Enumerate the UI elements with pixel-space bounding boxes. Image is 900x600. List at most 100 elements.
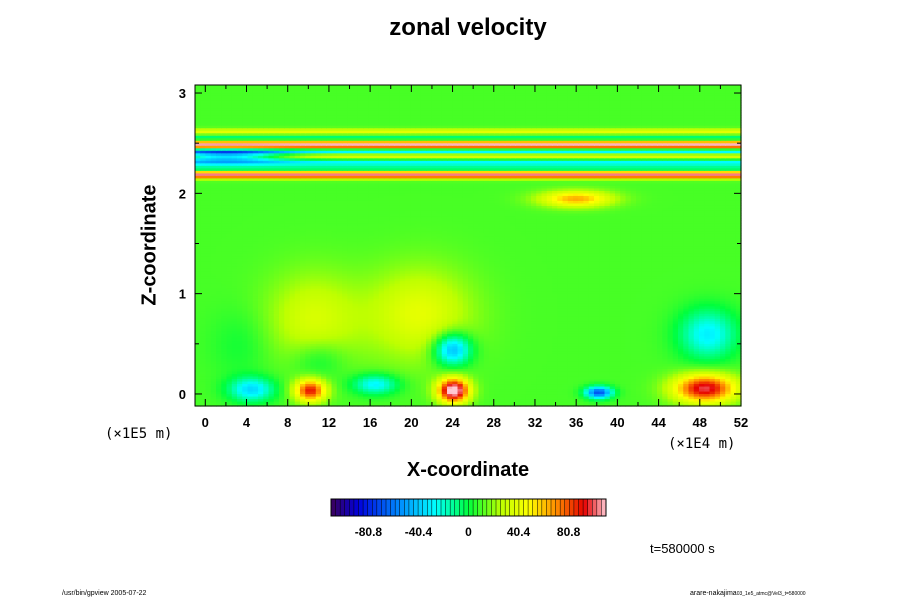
field-cell bbox=[667, 365, 674, 369]
field-cell bbox=[352, 383, 359, 387]
field-cell bbox=[588, 363, 595, 367]
field-cell bbox=[226, 403, 233, 407]
field-cell bbox=[216, 395, 222, 400]
field-cell bbox=[284, 360, 291, 364]
field-cell bbox=[315, 388, 322, 392]
field-cell bbox=[195, 333, 201, 337]
field-cell bbox=[426, 378, 432, 382]
field-cell bbox=[247, 398, 254, 402]
field-cell bbox=[594, 385, 600, 390]
field-cell bbox=[237, 348, 243, 352]
field-cell bbox=[541, 370, 548, 374]
field-cell bbox=[420, 368, 427, 372]
field-cell bbox=[693, 335, 700, 339]
field-cell bbox=[609, 380, 616, 385]
field-cell bbox=[494, 348, 501, 352]
field-cell bbox=[294, 390, 301, 395]
field-cell bbox=[221, 360, 228, 364]
field-cell bbox=[420, 335, 427, 339]
field-cell bbox=[268, 360, 275, 364]
field-cell bbox=[557, 388, 564, 392]
field-cell bbox=[221, 343, 228, 347]
field-cell bbox=[415, 330, 422, 334]
field-cell bbox=[363, 375, 369, 380]
field-cell bbox=[520, 388, 527, 392]
field-cell bbox=[557, 348, 564, 352]
field-cell bbox=[321, 378, 327, 382]
field-cell bbox=[252, 350, 259, 354]
field-cell bbox=[525, 385, 532, 390]
field-cell bbox=[515, 353, 522, 357]
field-cell bbox=[273, 360, 280, 364]
field-cell bbox=[494, 338, 501, 342]
field-cell bbox=[546, 370, 553, 374]
field-cell bbox=[384, 353, 390, 357]
field-cell bbox=[562, 388, 569, 392]
field-cell bbox=[567, 350, 574, 354]
field-cell bbox=[331, 348, 338, 352]
field-cell bbox=[368, 340, 375, 344]
field-cell bbox=[510, 378, 516, 382]
field-cell bbox=[462, 368, 469, 372]
field-cell bbox=[326, 393, 333, 397]
field-cell bbox=[604, 355, 611, 359]
field-cell bbox=[604, 370, 611, 374]
field-cell bbox=[468, 398, 474, 402]
field-cell bbox=[630, 378, 637, 382]
field-cell bbox=[268, 368, 275, 372]
field-cell bbox=[567, 363, 574, 367]
field-cell bbox=[263, 393, 270, 397]
field-cell bbox=[567, 395, 574, 400]
field-cell bbox=[410, 398, 417, 402]
field-cell bbox=[279, 355, 285, 359]
field-cell bbox=[468, 338, 474, 342]
field-cell bbox=[331, 403, 338, 407]
field-cell bbox=[604, 375, 611, 380]
field-cell bbox=[373, 338, 380, 342]
field-cell bbox=[315, 360, 322, 364]
field-cell bbox=[552, 330, 558, 334]
field-cell bbox=[504, 363, 511, 367]
field-cell bbox=[284, 330, 291, 334]
field-cell bbox=[546, 358, 553, 362]
field-cell bbox=[578, 350, 585, 354]
field-cell bbox=[525, 388, 532, 392]
field-cell bbox=[436, 403, 443, 407]
field-cell bbox=[478, 375, 485, 380]
field-cell bbox=[630, 400, 637, 405]
field-cell bbox=[420, 350, 427, 354]
field-cell bbox=[699, 330, 705, 334]
field-cell bbox=[205, 368, 212, 372]
field-cell bbox=[714, 393, 721, 397]
field-cell bbox=[531, 398, 537, 402]
field-cell bbox=[667, 338, 674, 342]
field-cell bbox=[389, 365, 396, 369]
field-cell bbox=[305, 398, 312, 402]
field-cell bbox=[384, 355, 390, 359]
field-cell bbox=[678, 390, 684, 395]
field-cell bbox=[678, 400, 684, 405]
field-cell bbox=[583, 360, 590, 364]
field-cell bbox=[630, 385, 637, 390]
field-cell bbox=[242, 370, 249, 374]
field-cell bbox=[573, 383, 579, 387]
field-cell bbox=[625, 395, 632, 400]
field-cell bbox=[615, 330, 621, 334]
field-cell bbox=[525, 378, 532, 382]
field-cell bbox=[426, 345, 432, 349]
field-cell bbox=[252, 335, 259, 339]
field-cell bbox=[242, 365, 249, 369]
field-cell bbox=[704, 345, 711, 349]
field-cell bbox=[525, 383, 532, 387]
field-cell bbox=[720, 390, 726, 395]
field-cell bbox=[557, 393, 564, 397]
field-cell bbox=[620, 343, 627, 347]
field-cell bbox=[384, 340, 390, 344]
field-cell bbox=[300, 355, 306, 359]
field-cell bbox=[483, 335, 490, 339]
field-cell bbox=[426, 365, 432, 369]
field-cell bbox=[426, 373, 432, 377]
field-cell bbox=[384, 403, 390, 407]
field-cell bbox=[410, 395, 417, 400]
field-cell bbox=[672, 383, 679, 387]
